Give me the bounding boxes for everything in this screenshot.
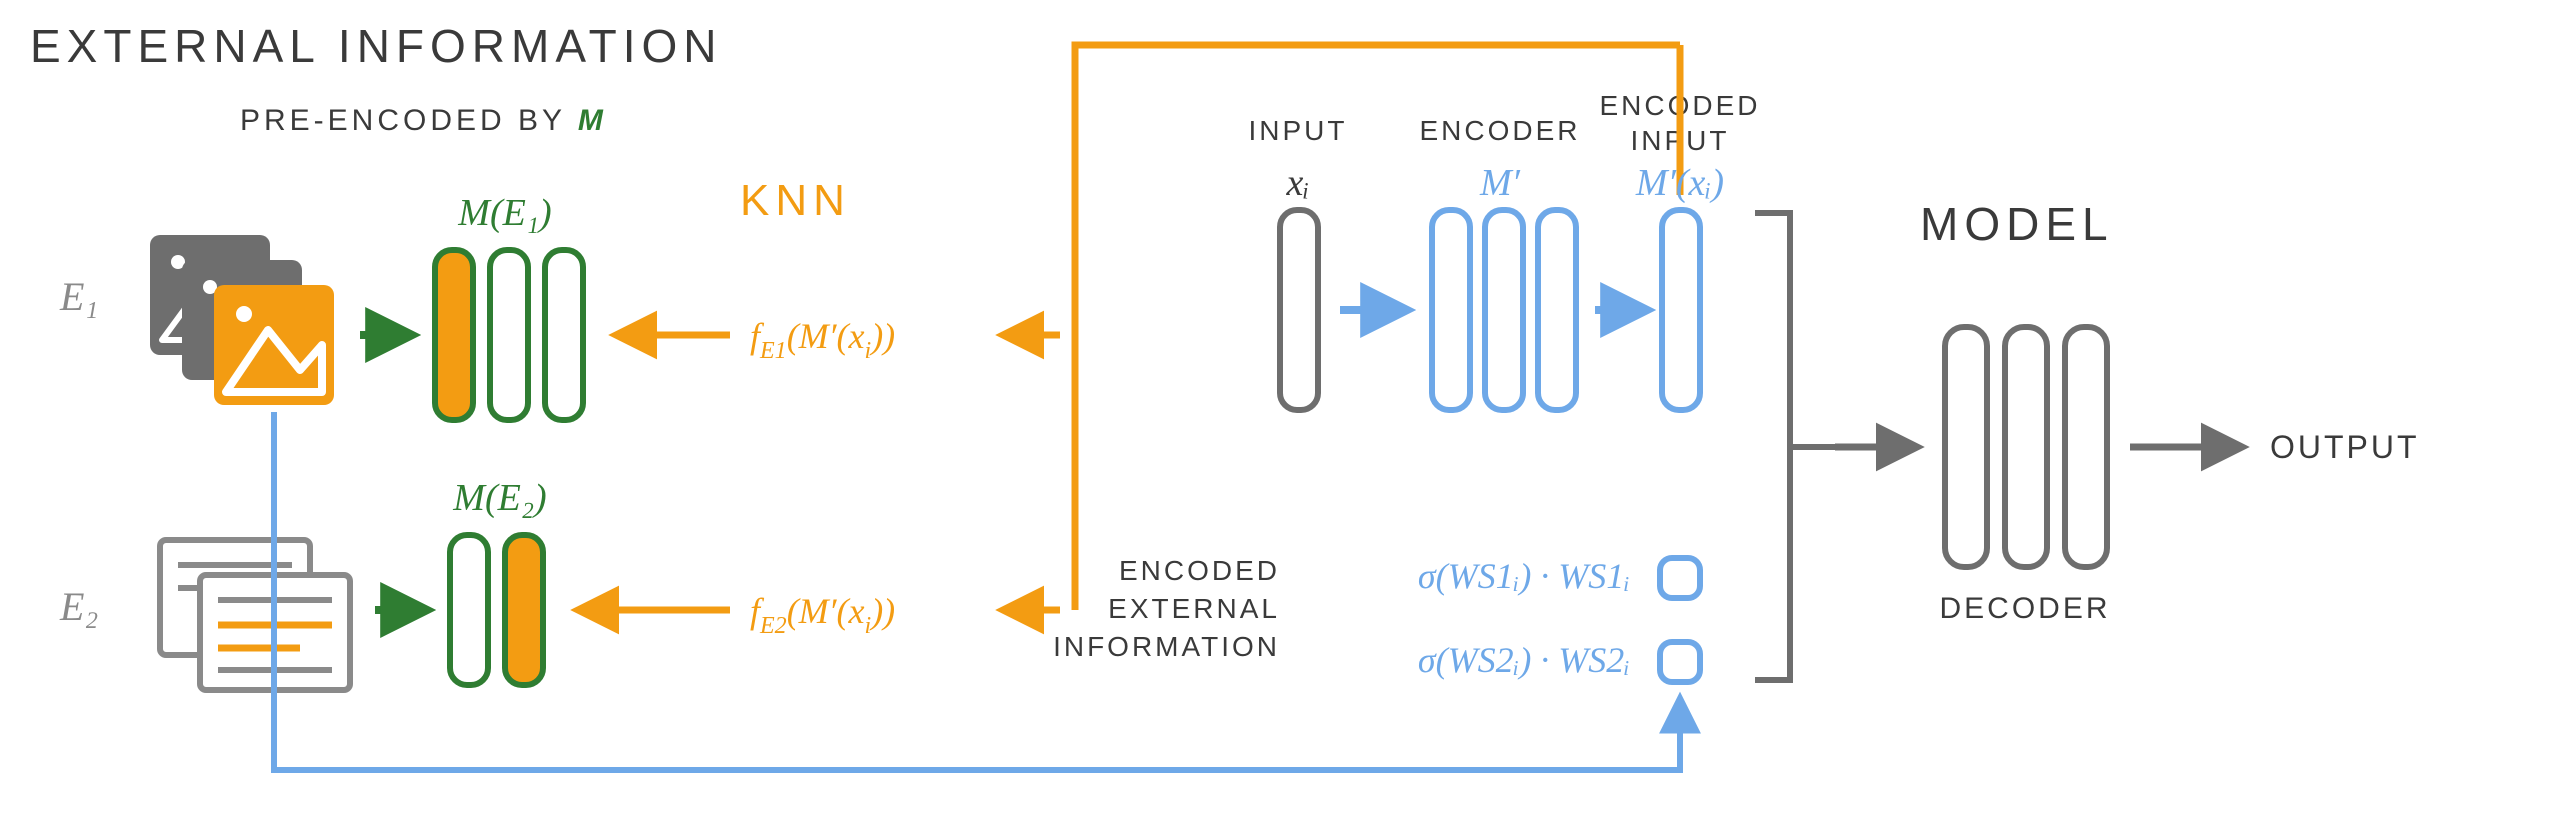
mprime-label: M′ [1479, 162, 1521, 204]
e2-label: E₂ [59, 584, 98, 629]
ws2-knob [1660, 642, 1700, 682]
model-header: MODEL [1920, 198, 2114, 250]
input-label: INPUT [1249, 115, 1348, 146]
output-label: OUTPUT [2270, 429, 2420, 465]
ws1-label: σ(WS1ᵢ) · WS1ᵢ [1418, 556, 1630, 596]
fe1-label: fE1(M′(xi)) [750, 316, 895, 364]
decoder-label: DECODER [1939, 592, 2110, 625]
enc-ext-l3: INFORMATION [1053, 631, 1280, 662]
encoder-label: ENCODER [1419, 115, 1580, 146]
e1-icons [150, 235, 334, 405]
enc-ext-l2: EXTERNAL [1108, 593, 1280, 624]
me1-label: M(E₁) [457, 192, 551, 234]
input-pill [1280, 210, 1318, 410]
me1-pills [435, 250, 583, 420]
mpxi-label: M′(xᵢ) [1635, 162, 1724, 204]
bracket [1755, 213, 1835, 680]
external-info-header: EXTERNAL INFORMATION [30, 20, 722, 72]
xi-label: xᵢ [1286, 162, 1310, 204]
knn-label: KNN [740, 176, 851, 225]
orange-trunk [1075, 45, 1680, 610]
decoder-pills [1945, 327, 2107, 567]
fe2-label: fE2(M′(xi)) [750, 591, 895, 639]
pre-encoded-label: PRE-ENCODED BY M [240, 104, 607, 137]
encoded-input-pill [1662, 210, 1700, 410]
e2-icons [160, 540, 350, 690]
ws1-knob [1660, 558, 1700, 598]
diagram-root: EXTERNAL INFORMATION PRE-ENCODED BY M KN… [0, 0, 2560, 832]
encoder-pills [1432, 210, 1576, 410]
e1-label: E₁ [59, 274, 98, 319]
enc-ext-l1: ENCODED [1119, 555, 1280, 586]
me2-label: M(E₂) [452, 477, 546, 519]
ws2-label: σ(WS2ᵢ) · WS2ᵢ [1418, 640, 1630, 680]
me2-pills [450, 535, 543, 685]
